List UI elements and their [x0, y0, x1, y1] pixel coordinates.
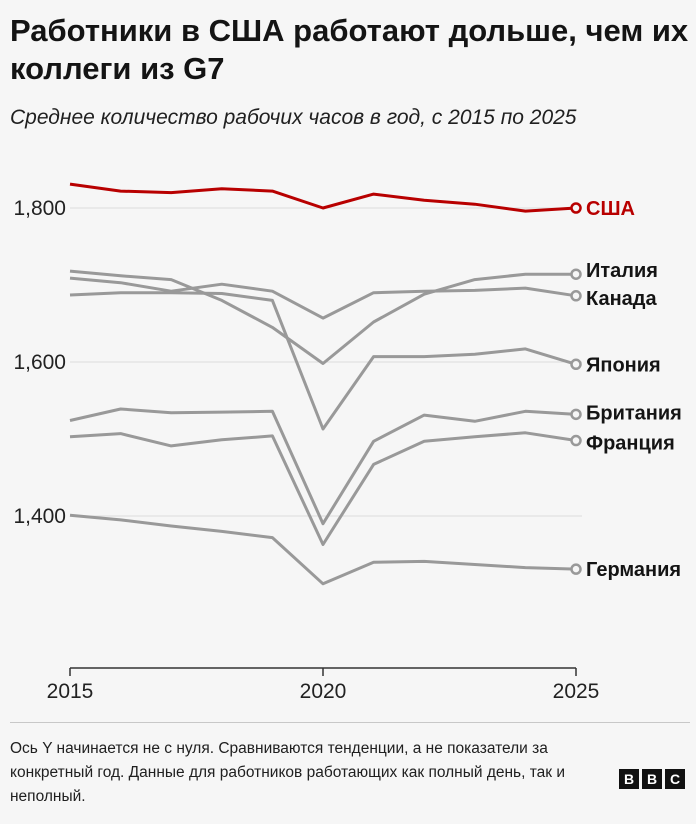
chart-title: Работники в США работают дольше, чем их … [10, 13, 689, 86]
y-tick-label: 1,600 [13, 351, 66, 374]
series-end-marker [570, 268, 582, 280]
series-end-marker [570, 563, 582, 575]
logo-letter: B [619, 769, 639, 789]
footnote: Ось Y начинается не с нуля. Сравниваются… [10, 740, 566, 805]
logo-letter: C [665, 769, 685, 789]
series-line-6 [69, 431, 577, 546]
series-line-5 [69, 407, 577, 526]
series-label: Британия [586, 402, 682, 424]
x-tick-label: 2020 [300, 680, 347, 703]
series-label: США [586, 198, 635, 220]
series-label: Канада [586, 288, 657, 310]
series-line-7 [69, 513, 577, 586]
line-chart: 1,400 1,600 1,800 2015 2020 2025 Италия Канада Я… [13, 182, 682, 703]
series-line-3 [69, 276, 577, 320]
series-end-marker [570, 202, 582, 214]
y-tick-label: 1,800 [13, 197, 66, 220]
series-line-2 [69, 269, 576, 365]
chart-subtitle: Среднее количество рабочих часов в год, … [10, 106, 577, 129]
series-line-4 [69, 291, 577, 431]
series-label: Франция [586, 433, 675, 455]
series-end-marker [570, 358, 582, 371]
x-tick-label: 2015 [47, 680, 94, 703]
footer-divider [10, 722, 690, 723]
series-end-marker [570, 290, 582, 302]
series-label: Германия [586, 559, 681, 581]
series-label: Италия [586, 260, 658, 282]
x-tick-label: 2025 [553, 680, 600, 703]
series-label: Япония [586, 354, 661, 376]
y-tick-label: 1,400 [13, 505, 66, 528]
series-end-marker [570, 434, 582, 447]
series-line-1 [69, 182, 577, 213]
logo-letter: B [642, 769, 662, 789]
series-end-marker [570, 408, 582, 421]
bbc-logo: B B C [619, 769, 685, 789]
